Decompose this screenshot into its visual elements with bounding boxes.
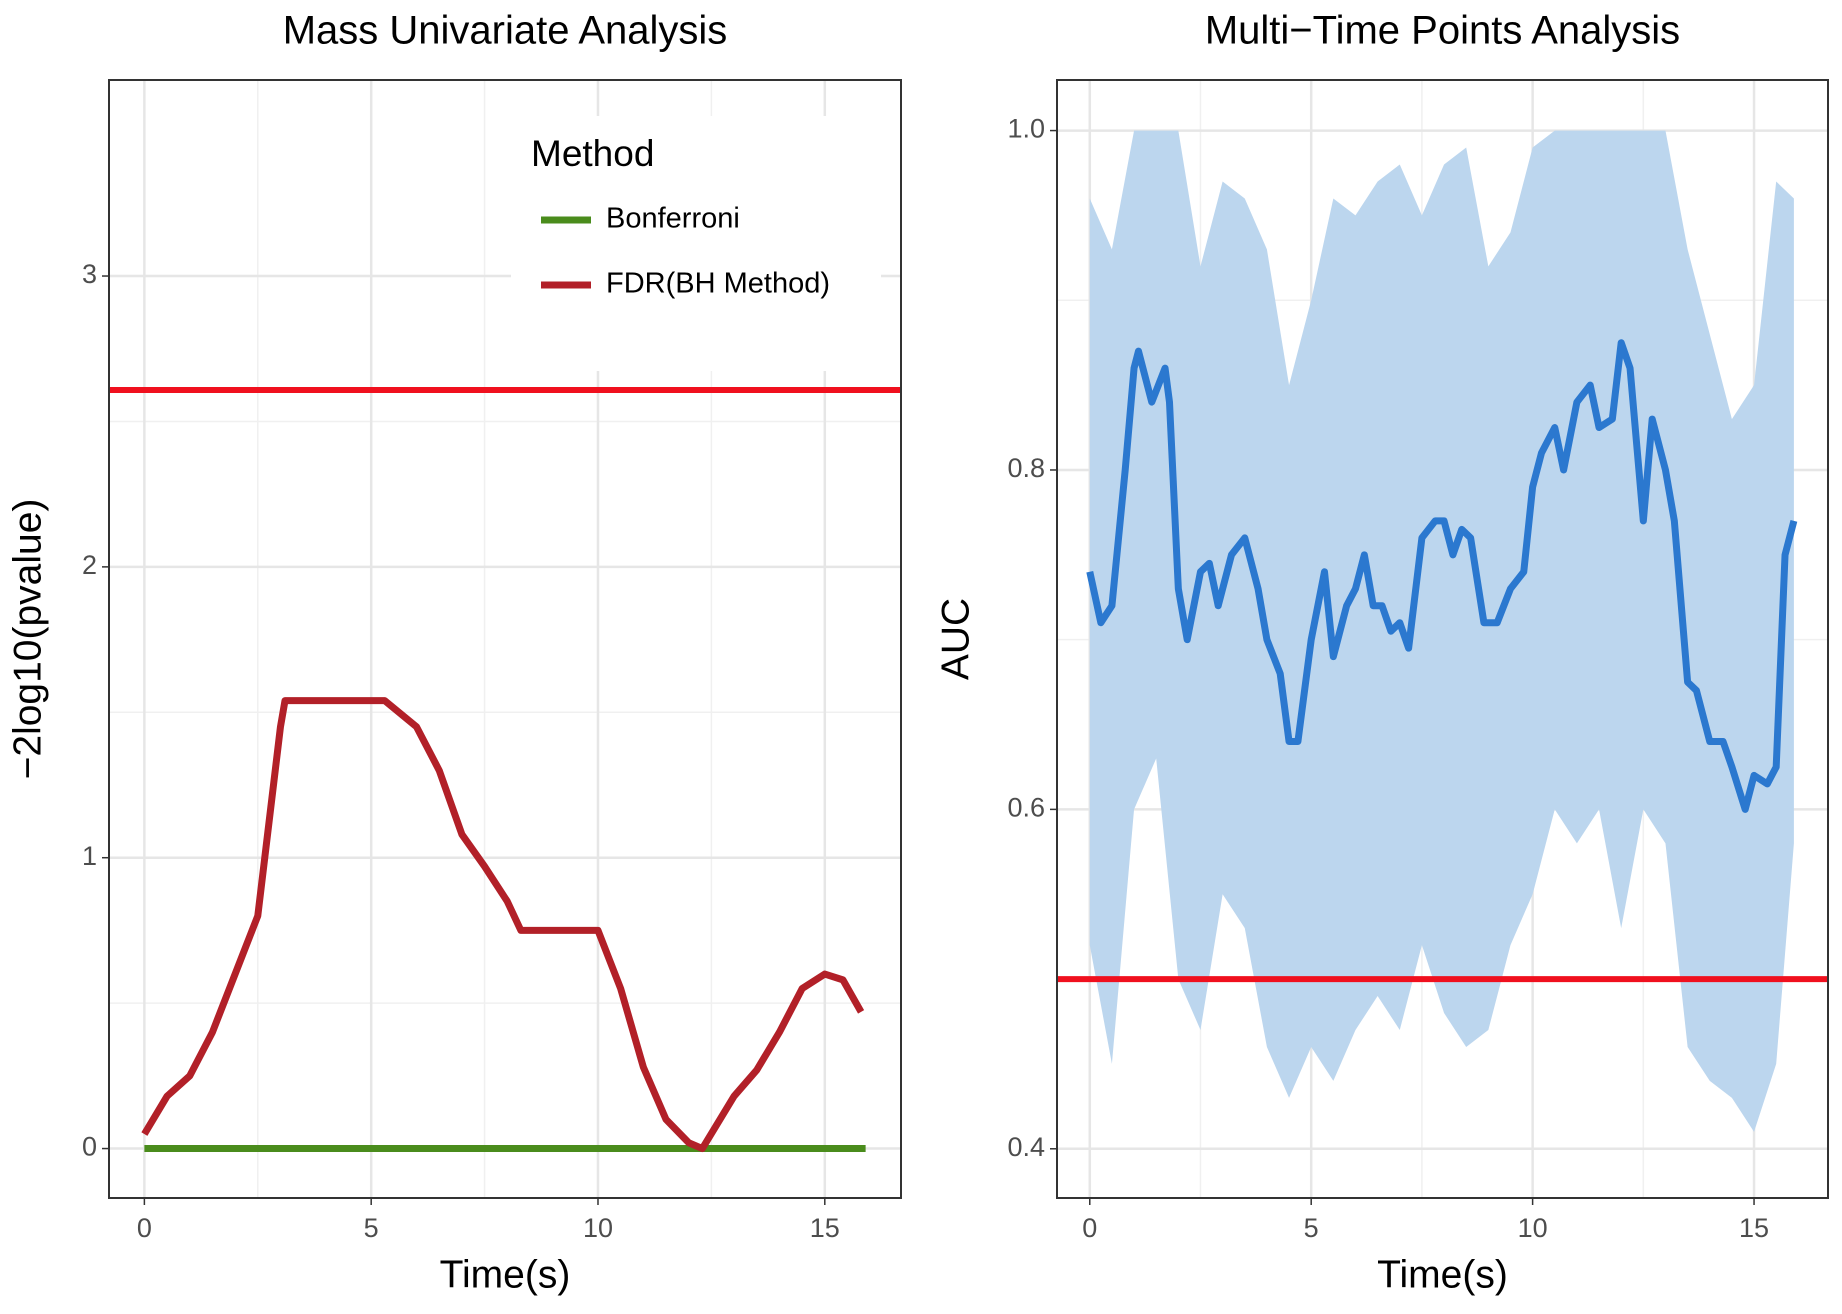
series-line — [141, 697, 865, 1153]
y-axis-title: −2log10(pvalue) — [6, 499, 49, 780]
legend-box — [511, 116, 881, 371]
x-tick-label: 0 — [1082, 1213, 1097, 1243]
x-tick-label: 10 — [583, 1213, 613, 1243]
series-line — [1086, 339, 1798, 813]
y-tick-label: 0.4 — [1007, 1132, 1045, 1162]
chart-title: Mass Univariate Analysis — [283, 9, 728, 53]
legend: Method Bonferroni FDR(BH Method) — [511, 116, 881, 371]
y-tick-label: 3 — [82, 259, 97, 289]
x-tick-label: 15 — [810, 1213, 840, 1243]
x-axis-title: Time(s) — [440, 1253, 571, 1296]
plot-border — [108, 79, 902, 1199]
plot-area — [109, 387, 901, 1153]
plot-area — [1057, 130, 1828, 1132]
y-tick-label: 1.0 — [1007, 114, 1045, 144]
y-tick-label: 0 — [82, 1132, 97, 1162]
legend-title: Method — [531, 133, 654, 174]
y-tick-label: 0.6 — [1007, 793, 1045, 823]
y-axis-title: AUC — [934, 598, 977, 680]
legend-label: FDR(BH Method) — [606, 268, 830, 300]
chart-title: Multi−Time Points Analysis — [1205, 9, 1680, 53]
x-tick-label: 15 — [1739, 1213, 1769, 1243]
x-tick-label: 0 — [137, 1213, 152, 1243]
plot-border — [1056, 79, 1829, 1199]
x-tick-label: 10 — [1518, 1213, 1548, 1243]
x-tick-label: 5 — [1304, 1213, 1319, 1243]
x-tick-label: 5 — [364, 1213, 379, 1243]
panel: 0 5 10 15 0 1 2 3 Mass Univariate Analysis Time(s… — [6, 9, 902, 1296]
x-axis-title: Time(s) — [1377, 1253, 1508, 1296]
y-tick-label: 2 — [82, 550, 97, 580]
y-tick-label: 0.8 — [1007, 453, 1045, 483]
panel: 0 5 10 15 0.4 0.6 0.8 1.0 Multi−Time Points Anal… — [934, 9, 1829, 1296]
legend-label: Bonferroni — [606, 203, 740, 235]
y-tick-label: 1 — [82, 841, 97, 871]
